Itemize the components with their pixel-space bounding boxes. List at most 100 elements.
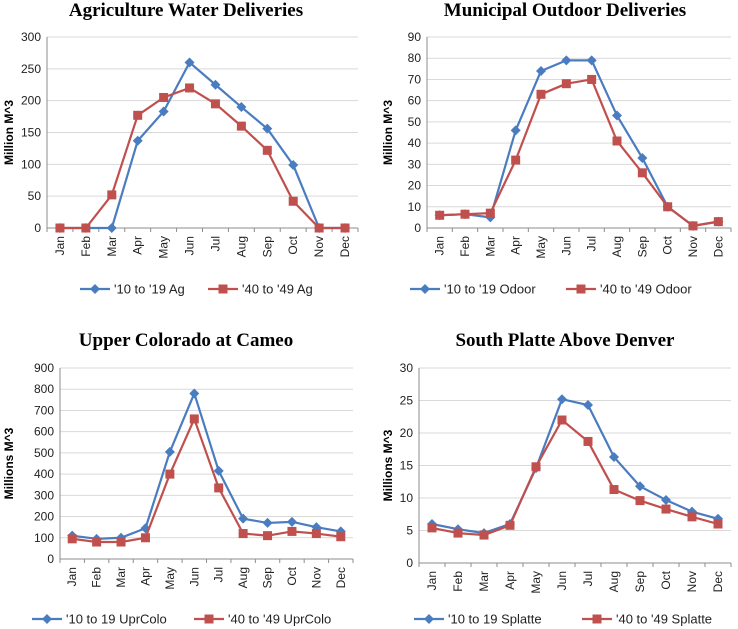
data-point-2 (314, 223, 324, 233)
data-point-2 (612, 136, 622, 146)
chart-2: Municipal Outdoor Deliveries 0 10 20 30 40 50 6… (381, 0, 732, 297)
x-tick-label: Dec (338, 236, 352, 257)
chart-title: Upper Colorado at Cameo (79, 330, 293, 351)
data-point-2 (159, 92, 169, 102)
x-tick-label: Apr (509, 236, 523, 255)
x-tick-label: Mar (114, 567, 128, 588)
y-tick-label: 0 (47, 552, 54, 566)
x-tick-label: Jan (53, 236, 67, 255)
data-point-2 (165, 469, 175, 479)
y-tick-label: 300 (21, 30, 41, 44)
data-point-1 (687, 506, 697, 517)
y-tick-label: 15 (400, 459, 414, 473)
y-tick-label: 70 (408, 72, 422, 86)
data-point-2 (460, 209, 470, 219)
data-point-2 (214, 483, 224, 493)
data-point-2 (133, 110, 143, 120)
x-tick-label: Oct (659, 570, 673, 589)
x-tick-label: Jun (183, 236, 197, 255)
y-tick-label: 90 (408, 30, 422, 44)
x-tick-label: Aug (236, 567, 250, 588)
x-tick-label: Oct (661, 235, 675, 254)
data-point-1 (106, 223, 117, 233)
data-point-1 (557, 394, 567, 405)
data-point-2 (531, 462, 541, 472)
y-tick-label: 500 (34, 446, 54, 460)
y-tick-label: 700 (34, 403, 54, 417)
x-tick-label: Nov (312, 236, 326, 257)
legend-label: '10 to '19 Odoor (444, 282, 536, 297)
y-axis-label: Million M^3 (381, 100, 395, 165)
x-tick-label: Feb (458, 236, 472, 257)
data-point-2 (453, 528, 463, 538)
data-point-2 (435, 210, 445, 220)
y-tick-label: 10 (400, 491, 414, 505)
y-tick-label: 60 (408, 94, 422, 108)
legend-marker (420, 284, 430, 294)
chart-4: South Platte Above Denver 0 5 10 15 20 25 30 Jan… (381, 330, 732, 627)
y-axis-label: Millions M^3 (381, 429, 395, 501)
x-tick-label: Mar (477, 571, 491, 592)
y-tick-label: 100 (21, 157, 41, 171)
x-tick-label: Apr (503, 571, 517, 590)
x-tick-label: Feb (451, 571, 465, 592)
x-tick-label: Nov (685, 571, 699, 592)
legend-marker (576, 284, 586, 294)
data-point-2 (81, 223, 91, 233)
data-point-1 (286, 516, 297, 527)
legend-marker (592, 614, 602, 624)
data-point-2 (479, 530, 489, 540)
y-tick-label: 200 (34, 510, 54, 524)
y-tick-label: 20 (400, 426, 414, 440)
data-point-1 (132, 135, 143, 146)
legend-marker (204, 614, 214, 624)
x-tick-label: Feb (90, 567, 104, 588)
data-point-2 (340, 223, 350, 233)
data-point-1 (637, 152, 648, 163)
y-tick-label: 25 (400, 394, 414, 408)
x-tick-label: Dec (711, 236, 725, 257)
legend-label: '10 to 19 Splatte (448, 612, 542, 627)
y-tick-label: 600 (34, 425, 54, 439)
data-point-1 (236, 102, 247, 113)
x-tick-label: Jun (559, 236, 573, 255)
x-tick-label: Aug (607, 571, 621, 592)
data-point-2 (583, 436, 593, 446)
data-point-2 (185, 83, 195, 93)
series-line-2 (439, 78, 719, 227)
x-tick-label: Jul (581, 571, 595, 586)
series-line-1 (431, 398, 719, 535)
data-point-1 (238, 513, 249, 524)
x-tick-label: Oct (286, 235, 300, 254)
x-tick-label: Jun (187, 567, 201, 586)
legend-label: '10 to '19 Ag (114, 282, 185, 297)
data-point-2 (635, 496, 645, 506)
data-point-2 (262, 145, 272, 155)
x-tick-label: Mar (105, 236, 119, 257)
y-tick-label: 30 (400, 361, 414, 375)
y-axis-label: Millions M^3 (2, 427, 16, 499)
x-tick-label: May (534, 236, 548, 259)
series-line-2 (59, 86, 346, 230)
data-point-2 (140, 533, 150, 543)
chart-title: Municipal Outdoor Deliveries (444, 0, 686, 21)
data-point-2 (536, 89, 546, 99)
data-point-2 (485, 208, 495, 218)
y-tick-label: 0 (34, 221, 41, 235)
data-point-2 (713, 217, 723, 227)
y-tick-label: 800 (34, 382, 54, 396)
data-point-2 (505, 520, 515, 530)
legend-label: '40 to '49 Splatte (616, 612, 712, 627)
y-tick-label: 200 (21, 94, 41, 108)
y-tick-label: 40 (408, 136, 422, 150)
y-tick-label: 20 (408, 179, 422, 193)
data-point-1 (213, 465, 224, 476)
legend-label: '40 to '49 Ag (242, 282, 313, 297)
data-point-2 (336, 532, 346, 542)
x-tick-label: Aug (610, 236, 624, 257)
series-line-2 (431, 418, 719, 537)
x-tick-label: Sep (260, 236, 274, 258)
legend-label: '40 to '49 UprColo (228, 612, 331, 627)
y-tick-label: 150 (21, 126, 41, 140)
data-point-2 (609, 485, 619, 495)
